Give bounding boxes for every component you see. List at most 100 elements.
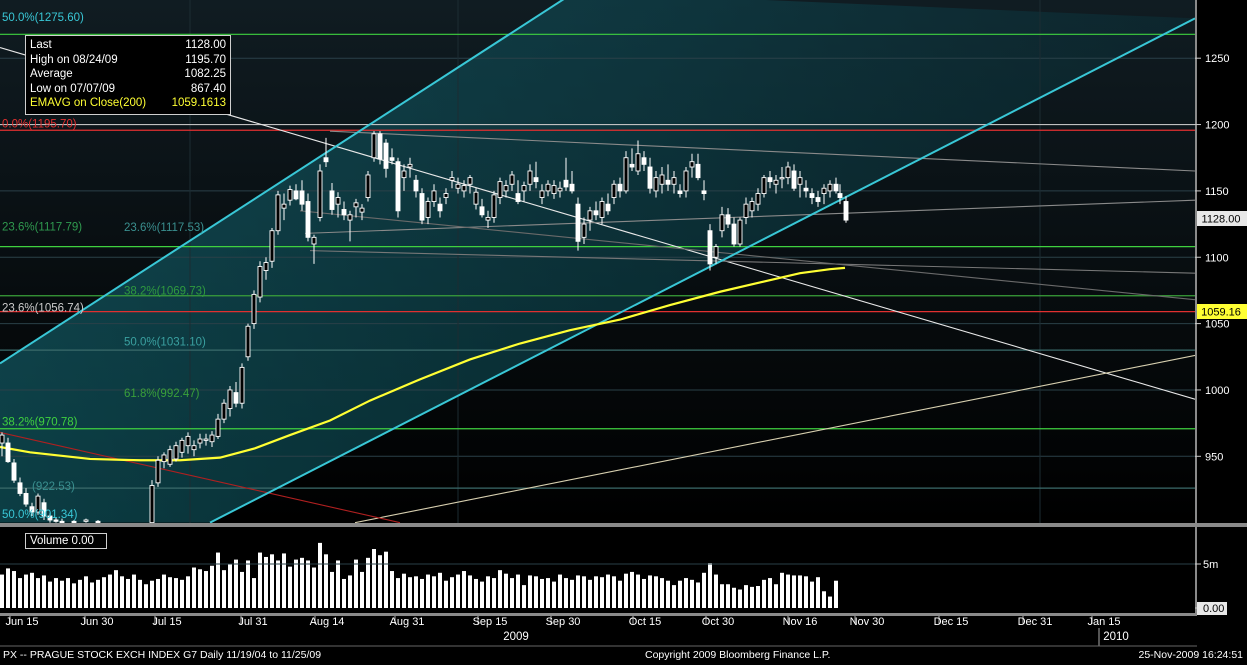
candle <box>749 197 755 218</box>
volume-bar <box>660 578 664 608</box>
fibonacci-label: 50.0%(1031.10) <box>124 337 206 349</box>
candle-body <box>203 438 209 441</box>
price-tick-label: 1150 <box>1205 186 1229 198</box>
info-average-value: 1082.25 <box>184 68 226 81</box>
candle <box>527 164 533 191</box>
volume-bar <box>702 572 706 608</box>
date-axis-background <box>0 616 1197 646</box>
volume-tick-label: 0.00 <box>1203 603 1224 615</box>
candle-body <box>737 219 743 245</box>
candle-body <box>167 449 173 465</box>
candle <box>305 193 311 242</box>
candle-body <box>617 183 623 192</box>
volume-bar <box>186 576 190 608</box>
candle-body <box>257 266 263 298</box>
volume-bar <box>78 579 82 608</box>
candle-body <box>719 214 725 232</box>
candle-body <box>467 177 473 185</box>
volume-bar <box>90 582 94 608</box>
volume-bar <box>408 577 412 608</box>
volume-bar <box>156 578 160 608</box>
candle <box>41 498 47 520</box>
candle-body <box>473 191 479 205</box>
candle-body <box>227 389 233 409</box>
candle <box>653 170 659 198</box>
candle <box>617 177 623 198</box>
status-footer: PX -- PRAGUE STOCK EXCH INDEX G7 Daily 1… <box>0 646 1247 665</box>
candle-body <box>401 170 407 179</box>
volume-bottom-border <box>0 613 1195 616</box>
volume-bar <box>324 554 328 608</box>
volume-bar <box>588 579 592 608</box>
trend-line <box>329 130 1195 172</box>
info-high-row: High on 08/24/09 1195.70 <box>30 53 226 68</box>
volume-bar <box>642 578 646 608</box>
volume-bar <box>204 571 208 608</box>
volume-bar <box>708 563 712 608</box>
candle-body <box>185 435 191 447</box>
candle-body <box>659 174 665 185</box>
candle <box>371 131 377 162</box>
candle <box>29 502 35 517</box>
candle <box>509 170 515 191</box>
candle-body <box>461 185 467 192</box>
volume-bar <box>540 578 544 608</box>
volume-bar <box>810 581 814 608</box>
volume-bar <box>30 572 34 608</box>
candle <box>389 148 395 165</box>
volume-bar <box>672 585 676 608</box>
volume-bar <box>72 583 76 608</box>
candle <box>83 518 89 523</box>
year-label: 2009 <box>503 631 529 643</box>
volume-bar <box>552 581 556 608</box>
candle-body <box>443 193 449 198</box>
candle-body <box>593 210 599 216</box>
volume-bar <box>336 560 340 608</box>
candle <box>791 164 797 191</box>
candle-body <box>179 439 185 453</box>
candle-body <box>269 230 275 262</box>
candle-body <box>311 236 317 245</box>
volume-bar <box>468 575 472 608</box>
candle <box>683 167 689 198</box>
info-last-row: Last 1128.00 <box>30 38 226 53</box>
candle-body <box>215 418 221 437</box>
candle <box>95 519 101 523</box>
candle <box>185 432 191 454</box>
candle <box>227 385 233 417</box>
candle-body <box>575 203 581 242</box>
candle <box>161 452 167 469</box>
candle-body <box>209 434 215 443</box>
candle-body <box>365 174 371 198</box>
candle-body <box>5 442 11 463</box>
info-last-label: Last <box>30 39 52 51</box>
candle-body <box>29 506 35 513</box>
candle-body <box>731 223 737 245</box>
volume-bar <box>504 573 508 608</box>
candle <box>155 456 161 487</box>
volume-tick-label: 5m <box>1203 559 1218 571</box>
last-price-tag-text: 1128.00 <box>1202 214 1241 226</box>
candle-body <box>521 185 527 192</box>
candle <box>257 261 263 303</box>
candle-body <box>749 201 755 212</box>
volume-bar <box>120 576 124 608</box>
candle-body <box>821 187 827 195</box>
candle <box>461 180 467 198</box>
candle-body <box>251 293 257 325</box>
volume-bar <box>300 557 304 608</box>
price-tick-label: 1000 <box>1205 385 1229 397</box>
candle <box>203 433 209 446</box>
candle <box>803 180 809 198</box>
volume-bar <box>264 556 268 608</box>
volume-bar <box>0 574 4 608</box>
date-tick-label: Sep 30 <box>546 616 581 628</box>
candle-body <box>563 179 569 188</box>
volume-bar <box>750 586 754 608</box>
candle <box>365 170 371 202</box>
info-low-label: Low on 07/07/09 <box>30 82 116 95</box>
candle <box>287 185 293 206</box>
volume-bar <box>36 578 40 608</box>
volume-bar <box>48 581 52 608</box>
